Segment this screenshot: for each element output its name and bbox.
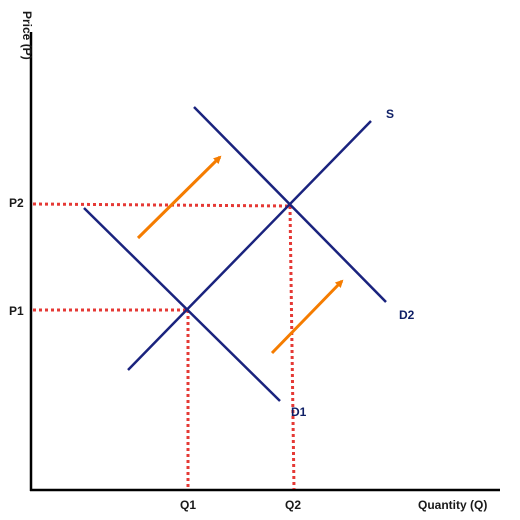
demand-curve-d1 <box>83 207 281 402</box>
demand-1-label: D1 <box>291 405 307 419</box>
quantity-level-q2: Q2 <box>285 498 301 512</box>
shift-arrow-upper <box>136 155 222 240</box>
price-level-p1: P1 <box>9 304 24 318</box>
price-level-p2: P2 <box>9 196 24 210</box>
x-axis-label: Quantity (Q) <box>418 498 487 512</box>
p2-guide-line <box>32 202 289 208</box>
supply-label: S <box>386 107 394 121</box>
supply-curve <box>127 120 372 371</box>
quantity-level-q1: Q1 <box>180 498 196 512</box>
shift-arrow-lower <box>270 279 344 355</box>
demand-2-label: D2 <box>399 308 415 322</box>
y-axis-label: Price (P) <box>20 11 34 60</box>
demand-curve-d2 <box>193 106 387 303</box>
q2-guide-line <box>288 205 296 490</box>
